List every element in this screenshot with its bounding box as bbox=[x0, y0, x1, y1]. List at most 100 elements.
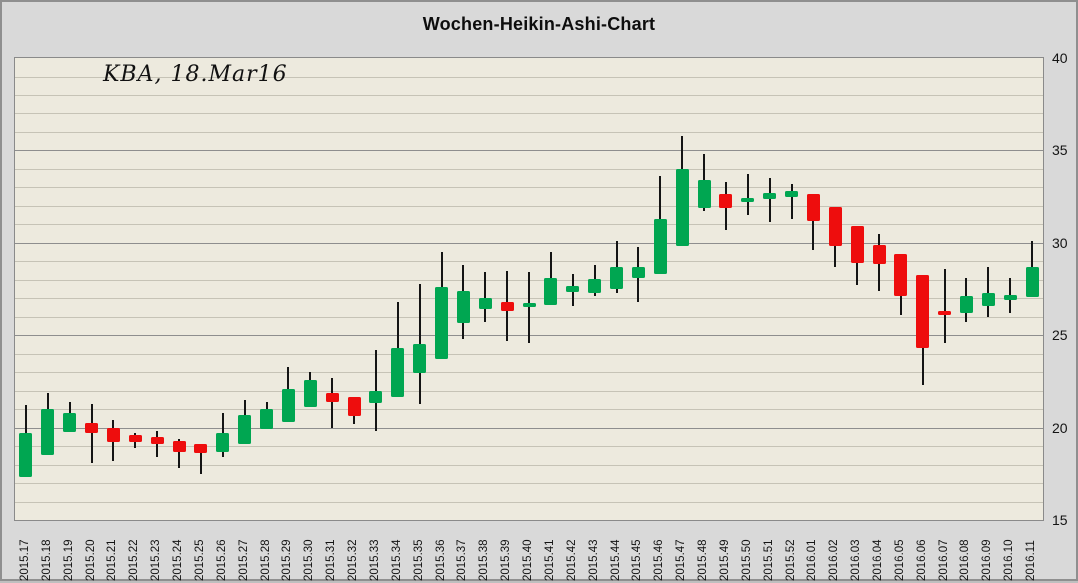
x-tick-label: 2015.33 bbox=[368, 539, 381, 581]
x-tick-label: 2015.49 bbox=[718, 539, 731, 581]
x-tick-label: 2015.17 bbox=[18, 539, 31, 581]
x-tick-label: 2016.06 bbox=[915, 539, 928, 581]
x-tick-label: 2015.21 bbox=[106, 539, 119, 581]
x-tick-label: 2015.44 bbox=[609, 539, 622, 581]
y-tick-label: 35 bbox=[1052, 142, 1068, 159]
gridline-minor bbox=[15, 261, 1043, 263]
y-tick-label: 30 bbox=[1052, 234, 1068, 251]
candle-body-up bbox=[785, 191, 798, 197]
candle-body-down bbox=[916, 275, 930, 349]
candle-body-down bbox=[106, 427, 120, 443]
x-tick-label: 2015.20 bbox=[84, 539, 97, 581]
x-tick-label: 2015.37 bbox=[456, 539, 469, 581]
candle-body-up bbox=[653, 218, 667, 275]
candle-body-up bbox=[1003, 294, 1017, 300]
x-tick-label: 2016.01 bbox=[806, 539, 819, 581]
x-tick-label: 2015.32 bbox=[347, 539, 359, 581]
x-tick-label: 2016.05 bbox=[893, 539, 906, 581]
candle-body-down bbox=[150, 436, 164, 445]
candle-body-up bbox=[391, 348, 405, 398]
candle-body-up bbox=[522, 302, 536, 307]
gridline-minor bbox=[15, 372, 1043, 374]
x-axis: 2015.17 2015.18 2015.19 2015.20 2015.21 2015.… bbox=[14, 525, 1044, 583]
x-tick-label: 2015.45 bbox=[631, 539, 644, 581]
x-tick-label: 2016.02 bbox=[828, 539, 841, 581]
candle-body-up bbox=[413, 344, 427, 373]
gridline-minor bbox=[15, 131, 1043, 133]
candle-body-up bbox=[478, 298, 492, 310]
gridline-major bbox=[15, 427, 1043, 429]
y-axis: 15 20 25 30 35 40 bbox=[1050, 2, 1078, 583]
x-tick-label: 2015.50 bbox=[740, 539, 753, 581]
x-tick-label: 2015.41 bbox=[543, 539, 556, 581]
gridline-minor bbox=[15, 353, 1043, 355]
x-tick-label: 2015.36 bbox=[434, 539, 447, 581]
candle-body-up bbox=[456, 290, 470, 324]
candle-body-down bbox=[828, 206, 842, 246]
y-tick-label: 15 bbox=[1052, 512, 1068, 528]
candle-body-up bbox=[610, 266, 623, 289]
candle-body-down bbox=[850, 226, 864, 264]
candle-body-up bbox=[981, 292, 995, 306]
x-tick-label: 2015.24 bbox=[172, 539, 184, 581]
y-tick-label: 20 bbox=[1052, 419, 1068, 436]
candle-body-up bbox=[675, 168, 689, 247]
x-tick-label: 2016.08 bbox=[959, 539, 972, 581]
candle-wick bbox=[156, 431, 159, 458]
candle-body-up bbox=[369, 390, 383, 404]
candle-body-down bbox=[872, 244, 886, 264]
candle-body-down bbox=[719, 193, 733, 208]
candle-body-up bbox=[216, 433, 230, 452]
x-tick-label: 2015.46 bbox=[653, 539, 666, 581]
candle-body-down bbox=[500, 301, 514, 312]
candle-wick bbox=[768, 178, 771, 223]
candle-wick bbox=[178, 438, 180, 469]
candle-wick bbox=[484, 272, 487, 323]
x-tick-label: 2015.48 bbox=[697, 539, 709, 581]
x-tick-label: 2015.28 bbox=[259, 539, 272, 581]
x-tick-label: 2015.42 bbox=[565, 539, 578, 581]
chart-title: Wochen-Heikin-Ashi-Chart bbox=[422, 14, 656, 34]
gridline-minor bbox=[15, 224, 1043, 226]
gridline-minor bbox=[15, 76, 1043, 78]
candle-body-up bbox=[544, 277, 558, 305]
gridline-minor bbox=[15, 464, 1043, 466]
candle-wick bbox=[199, 444, 202, 474]
gridline-minor bbox=[15, 168, 1043, 170]
candle-wick bbox=[746, 174, 749, 216]
candle-body-up bbox=[63, 412, 77, 433]
candle-body-down bbox=[85, 423, 99, 434]
x-tick-label: 2016.04 bbox=[872, 539, 884, 581]
candle-body-up bbox=[763, 192, 777, 200]
candle-body-up bbox=[19, 433, 33, 478]
gridline-minor bbox=[15, 187, 1043, 189]
x-tick-label: 2015.47 bbox=[675, 539, 688, 581]
candle-wick bbox=[418, 283, 421, 404]
candle-body-up bbox=[697, 180, 711, 208]
x-tick-label: 2015.26 bbox=[215, 539, 228, 581]
candle-wick bbox=[987, 266, 990, 317]
gridline-minor bbox=[15, 205, 1043, 207]
candle-body-down bbox=[172, 440, 186, 452]
x-tick-label: 2015.30 bbox=[303, 539, 316, 581]
candle-wick bbox=[812, 193, 815, 251]
candle-body-up bbox=[303, 379, 317, 408]
x-tick-label: 2015.34 bbox=[390, 539, 403, 581]
gridline-major bbox=[15, 150, 1043, 152]
candle-body-up bbox=[588, 278, 602, 293]
chart-annotation: KBA, 18.Mar16 bbox=[103, 62, 288, 87]
x-tick-label: 2015.23 bbox=[150, 539, 163, 581]
x-tick-label: 2015.19 bbox=[62, 539, 75, 581]
gridline-minor bbox=[15, 483, 1043, 484]
x-tick-label: 2015.39 bbox=[500, 539, 513, 581]
x-tick-label: 2015.40 bbox=[522, 539, 534, 581]
gridline-minor bbox=[15, 390, 1043, 392]
x-tick-label: 2016.10 bbox=[1003, 539, 1016, 581]
x-tick-label: 2015.38 bbox=[478, 539, 491, 581]
candle-body-up bbox=[741, 197, 755, 202]
gridline-minor bbox=[15, 501, 1043, 503]
x-tick-label: 2016.03 bbox=[850, 539, 863, 581]
candle-wick bbox=[90, 403, 93, 463]
gridline-minor bbox=[15, 409, 1043, 411]
